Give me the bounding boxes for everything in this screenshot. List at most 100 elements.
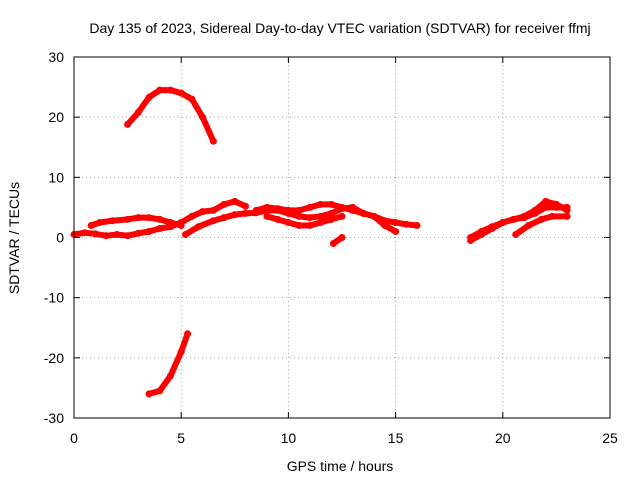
- x-tick-label: 20: [495, 430, 511, 446]
- data-point: [220, 200, 228, 208]
- data-point: [145, 214, 153, 222]
- data-point: [317, 219, 325, 226]
- data-point: [109, 217, 117, 225]
- data-point: [184, 330, 192, 338]
- data-point: [102, 232, 110, 240]
- y-tick-label: 0: [56, 230, 64, 246]
- data-point: [327, 215, 335, 223]
- x-tick-label: 5: [177, 430, 185, 446]
- data-point: [242, 209, 249, 217]
- data-point: [327, 209, 335, 217]
- data-point: [113, 231, 121, 238]
- y-tick-label: -10: [44, 290, 64, 306]
- data-point: [252, 206, 260, 214]
- data-point: [392, 219, 400, 226]
- data-point: [552, 200, 560, 208]
- data-point: [295, 222, 303, 229]
- data-point: [392, 228, 400, 235]
- data-point: [242, 202, 249, 210]
- data-point: [167, 372, 174, 380]
- data-point: [274, 215, 282, 223]
- data-point: [124, 215, 132, 223]
- data-point: [510, 215, 517, 223]
- data-point: [467, 234, 475, 241]
- data-point: [199, 113, 207, 121]
- y-axis-label: SDTVAR / TECUs: [6, 182, 22, 294]
- data-point: [209, 206, 217, 214]
- y-tick-label: -20: [44, 350, 64, 366]
- data-point: [370, 212, 378, 220]
- data-point: [134, 108, 142, 116]
- data-point: [295, 206, 303, 214]
- data-point: [381, 222, 389, 229]
- y-tick-label: 30: [48, 49, 64, 65]
- data-point: [306, 222, 314, 229]
- data-point: [145, 228, 153, 235]
- data-point: [477, 228, 485, 235]
- data-point: [563, 206, 571, 214]
- y-tick-label: 20: [48, 109, 64, 125]
- data-point: [359, 209, 367, 217]
- data-point: [306, 203, 314, 211]
- data-point: [134, 214, 142, 222]
- data-point: [548, 212, 556, 220]
- data-point: [182, 231, 189, 238]
- data-point: [177, 222, 185, 229]
- data-point: [263, 203, 271, 211]
- data-point: [402, 220, 410, 228]
- data-point: [499, 219, 507, 226]
- data-point: [338, 234, 346, 241]
- x-axis-label: GPS time / hours: [287, 458, 394, 474]
- data-point: [209, 137, 217, 145]
- x-tick-label: 15: [388, 430, 404, 446]
- data-point: [209, 217, 217, 225]
- data-point: [156, 86, 164, 94]
- data-point: [91, 230, 99, 238]
- data-point: [145, 93, 153, 101]
- data-point: [329, 240, 337, 247]
- y-tick-label: -30: [44, 410, 64, 426]
- data-point: [512, 231, 520, 238]
- data-point: [81, 229, 89, 237]
- data-point: [525, 222, 532, 229]
- data-point: [306, 214, 314, 222]
- data-point: [167, 219, 174, 226]
- data-point: [317, 200, 325, 208]
- data-point: [542, 197, 550, 205]
- data-point: [338, 212, 346, 220]
- data-point: [231, 211, 239, 219]
- data-point: [263, 212, 271, 220]
- series-track-h: [146, 330, 191, 397]
- series-track-j: [467, 198, 571, 241]
- data-point: [520, 212, 528, 220]
- data-point: [537, 215, 545, 223]
- data-point: [338, 203, 346, 211]
- data-point: [145, 390, 153, 398]
- data-point: [96, 219, 104, 226]
- data-point: [488, 223, 496, 231]
- data-point: [284, 206, 292, 214]
- data-point: [87, 222, 95, 229]
- data-point: [295, 212, 303, 220]
- x-tick-label: 0: [70, 430, 78, 446]
- data-point: [177, 348, 185, 356]
- data-point: [134, 229, 142, 237]
- data-point: [327, 200, 335, 208]
- data-point: [274, 205, 282, 213]
- x-tick-label: 25: [602, 430, 618, 446]
- data-point: [124, 120, 132, 128]
- data-point: [177, 89, 185, 97]
- data-point: [284, 219, 292, 226]
- data-point: [199, 208, 207, 216]
- data-point: [188, 212, 196, 220]
- data-point: [413, 222, 421, 229]
- y-tick-label: 10: [48, 169, 64, 185]
- axis-ticks: 0 5 10 15 20 25 -30 -20 -10 0 10 20 30: [44, 49, 618, 446]
- data-point: [156, 215, 164, 223]
- data-point: [156, 387, 164, 395]
- data-point: [220, 214, 228, 222]
- data-point: [349, 206, 357, 214]
- data-point: [167, 86, 174, 94]
- chart-title: Day 135 of 2023, Sidereal Day-to-day VTE…: [89, 20, 590, 36]
- data-point: [124, 232, 132, 240]
